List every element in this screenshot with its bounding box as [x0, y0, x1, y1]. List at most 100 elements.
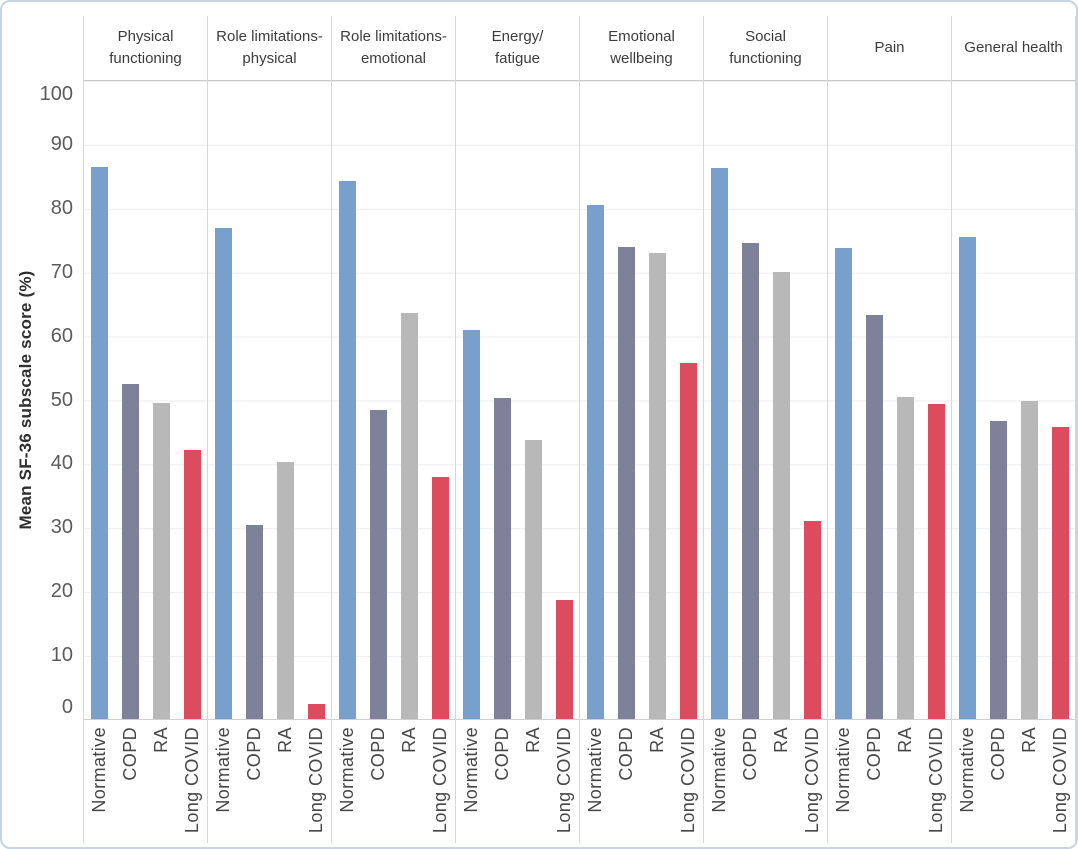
bar-long-covid — [431, 477, 449, 719]
bar-normative — [462, 330, 480, 719]
bar-normative — [338, 181, 356, 719]
y-axis-ticks: Mean SF-36 subscale score (%) 100 90 80 70 6… — [2, 80, 83, 719]
panel-social-functioning: Social functioning Normative COPD RA Long COV… — [703, 16, 827, 843]
bar-normative — [90, 167, 108, 719]
x-tick-slot: Long COVID — [1050, 727, 1070, 844]
panel-header-social-functioning: Social functioning — [704, 16, 827, 81]
bar-long-covid — [679, 363, 697, 719]
bar-normative — [214, 227, 232, 719]
panel-header-role-limitations-emotional: Role limitations-emotional — [332, 16, 455, 81]
x-tick-label-long-covid: Long COVID — [430, 727, 450, 834]
panel-x-labels-emotional-wellbeing: Normative COPD RA Long COVID — [580, 720, 703, 844]
x-tick-slot: Normative — [337, 727, 357, 844]
x-tick-label-normative: Normative — [89, 727, 109, 813]
bar-copd — [245, 525, 263, 719]
bar-normative — [834, 247, 852, 719]
panel-role-limitations-emotional: Role limitations-emotional Normative COPD R… — [331, 16, 455, 843]
x-tick-label-normative: Normative — [461, 727, 481, 813]
x-tick-slot: COPD — [988, 727, 1008, 844]
panel-plot-pain — [828, 81, 951, 720]
x-tick-slot: Long COVID — [430, 727, 450, 844]
x-tick-label-copd: COPD — [120, 727, 140, 781]
panel-x-labels-pain: Normative COPD RA Long COVID — [828, 720, 951, 844]
panel-header-label: Role limitations-emotional — [340, 27, 447, 68]
x-tick-label-long-covid: Long COVID — [926, 727, 946, 834]
bar-copd — [617, 246, 635, 719]
x-tick-slot: COPD — [616, 727, 636, 844]
x-tick-label-copd: COPD — [988, 727, 1008, 781]
y-tick-label-100: 100 — [39, 83, 73, 105]
x-tick-slot: Normative — [89, 727, 109, 844]
x-tick-label-long-covid: Long COVID — [678, 727, 698, 834]
sf36-bar-chart: Mean SF-36 subscale score (%) 100 90 80 70 6… — [2, 16, 1076, 843]
bar-normative — [710, 168, 728, 719]
x-tick-slot: Long COVID — [554, 727, 574, 844]
panel-emotional-wellbeing: Emotional wellbeing Normative COPD RA Long CO… — [579, 16, 703, 843]
panel-x-labels-general-health: Normative COPD RA Long COVID — [952, 720, 1075, 844]
bar-long-covid — [555, 600, 573, 719]
bar-copd — [369, 409, 387, 719]
panel-header-energy-fatigue: Energy/fatigue — [456, 16, 579, 81]
panel-header-label: Energy/fatigue — [491, 27, 544, 68]
panel-role-limitations-physical: Role limitations-physical Normative COPD RA… — [207, 16, 331, 843]
x-tick-label-copd: COPD — [244, 727, 264, 781]
x-tick-slot: Normative — [461, 727, 481, 844]
x-tick-label-long-covid: Long COVID — [1050, 727, 1070, 834]
x-tick-slot: Long COVID — [802, 727, 822, 844]
x-tick-label-normative: Normative — [337, 727, 357, 813]
x-tick-slot: Normative — [213, 727, 233, 844]
panel-header-label: Physical functioning — [109, 27, 182, 68]
x-tick-label-ra: RA — [647, 727, 667, 753]
x-tick-label-ra: RA — [151, 727, 171, 753]
panel-x-labels-energy-fatigue: Normative COPD RA Long COVID — [456, 720, 579, 844]
panel-plot-emotional-wellbeing — [580, 81, 703, 720]
x-tick-label-copd: COPD — [740, 727, 760, 781]
bar-copd — [493, 398, 511, 719]
bar-ra — [524, 440, 542, 719]
panels-row: Physical functioning Normative COPD RA Long C… — [83, 16, 1076, 843]
panel-header-label: Role limitations-physical — [216, 27, 323, 68]
y-tick-label-80: 80 — [50, 196, 73, 219]
panel-header-emotional-wellbeing: Emotional wellbeing — [580, 16, 703, 81]
x-tick-label-copd: COPD — [864, 727, 884, 781]
x-tick-slot: COPD — [492, 727, 512, 844]
x-tick-label-normative: Normative — [213, 727, 233, 813]
bar-long-covid — [803, 521, 821, 719]
panel-physical-functioning: Physical functioning Normative COPD RA Long C… — [83, 16, 207, 843]
bar-ra — [648, 253, 666, 719]
bar-long-covid — [183, 449, 201, 719]
x-tick-label-copd: COPD — [616, 727, 636, 781]
x-tick-slot: COPD — [120, 727, 140, 844]
x-tick-slot: COPD — [368, 727, 388, 844]
y-tick-label-70: 70 — [50, 260, 73, 283]
x-tick-slot: RA — [647, 727, 667, 844]
x-tick-label-normative: Normative — [585, 727, 605, 813]
bar-ra — [152, 402, 170, 719]
x-tick-slot: Normative — [709, 727, 729, 844]
panel-plot-role-limitations-emotional — [332, 81, 455, 720]
x-tick-label-long-covid: Long COVID — [306, 727, 326, 834]
x-tick-label-copd: COPD — [368, 727, 388, 781]
bar-long-covid — [1051, 426, 1069, 719]
bar-long-covid — [307, 703, 325, 719]
x-tick-label-normative: Normative — [709, 727, 729, 813]
panel-plot-social-functioning — [704, 81, 827, 720]
panel-header-label: Emotional wellbeing — [608, 27, 675, 68]
panel-header-label: General health — [964, 38, 1063, 56]
x-tick-slot: Long COVID — [306, 727, 326, 844]
bar-normative — [958, 237, 976, 719]
panel-header-role-limitations-physical: Role limitations-physical — [208, 16, 331, 81]
x-tick-label-ra: RA — [399, 727, 419, 753]
x-tick-slot: Normative — [833, 727, 853, 844]
bar-ra — [276, 461, 294, 719]
panel-general-health: General health Normative COPD RA Long COVID — [951, 16, 1076, 843]
panel-header-general-health: General health — [952, 16, 1075, 81]
bar-ra — [1020, 401, 1038, 719]
x-tick-slot: RA — [523, 727, 543, 844]
x-tick-slot: RA — [275, 727, 295, 844]
panel-header-label: Pain — [874, 38, 905, 56]
x-tick-slot: Long COVID — [678, 727, 698, 844]
panel-plot-role-limitations-physical — [208, 81, 331, 720]
x-tick-slot: RA — [771, 727, 791, 844]
